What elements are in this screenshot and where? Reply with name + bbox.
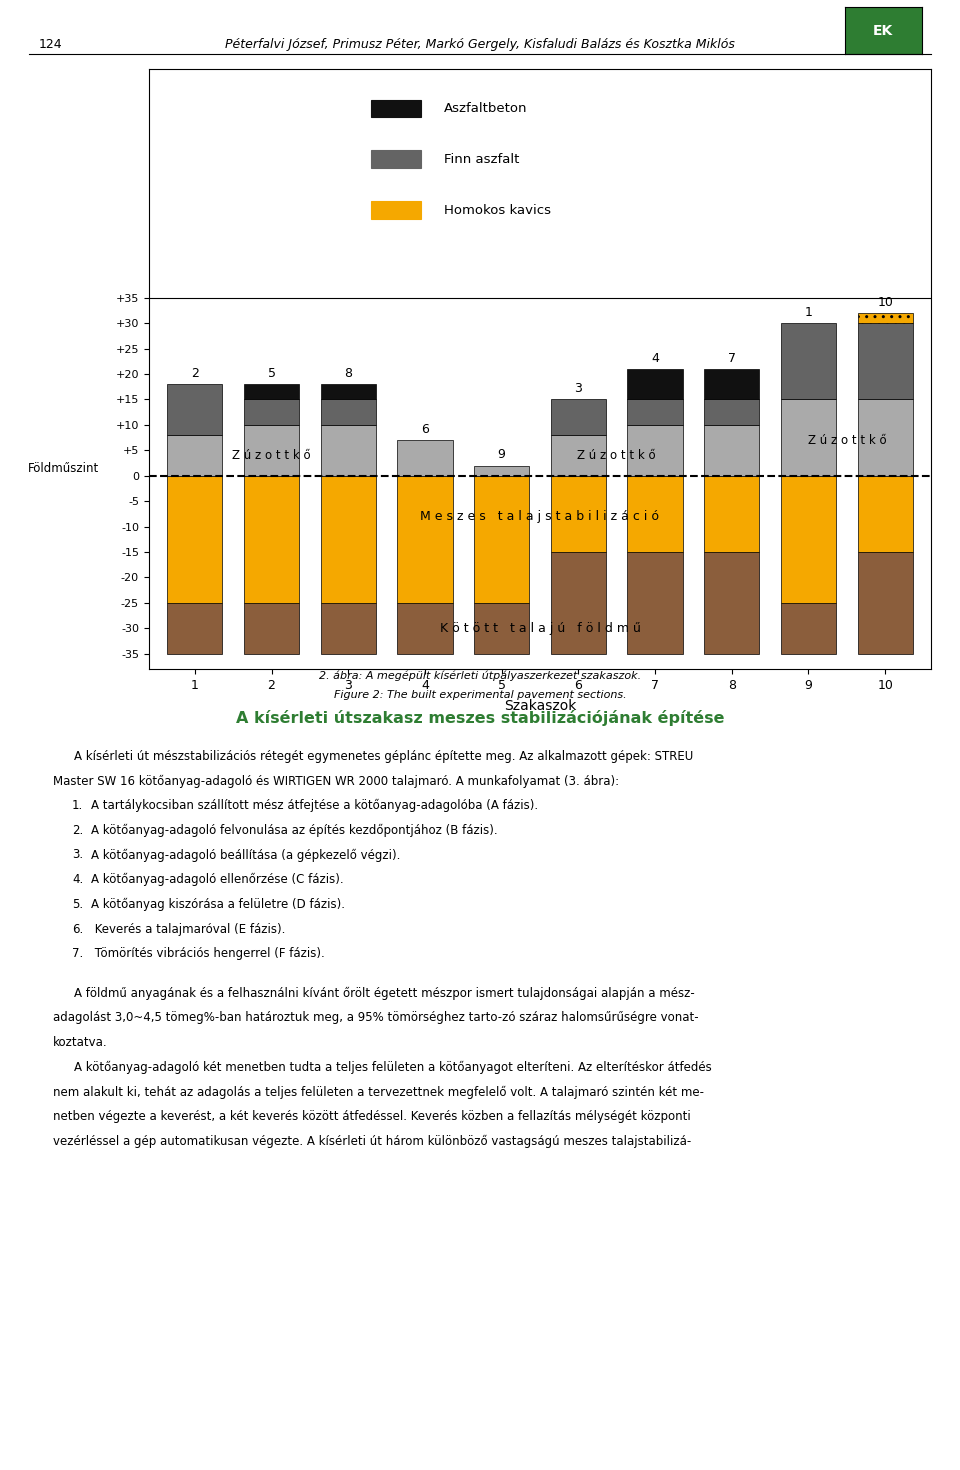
Bar <box>167 435 223 476</box>
Bar <box>628 425 683 476</box>
Text: Z ú z o t t k ő: Z ú z o t t k ő <box>232 448 311 462</box>
Text: M e s z e s   t a l a j s t a b i l i z á c i ó: M e s z e s t a l a j s t a b i l i z á … <box>420 510 660 523</box>
Text: Figure 2: The built experimental pavement sections.: Figure 2: The built experimental pavemen… <box>334 691 626 700</box>
Bar <box>321 384 376 400</box>
Bar <box>551 551 606 654</box>
Bar <box>372 150 421 168</box>
Bar <box>397 440 452 476</box>
Bar <box>397 603 452 654</box>
Text: 6: 6 <box>421 423 429 437</box>
Text: EK: EK <box>873 24 894 38</box>
Text: Master SW 16 kötőanyag-adagoló és WIRTIGEN WR 2000 talajmaró. A munkafolyamat (3: Master SW 16 kötőanyag-adagoló és WIRTIG… <box>53 775 619 788</box>
Text: vezérléssel a gép automatikusan végezte. A kísérleti út három különböző vastagsá: vezérléssel a gép automatikusan végezte.… <box>53 1135 691 1148</box>
Bar <box>167 476 223 603</box>
Bar <box>780 476 836 603</box>
Bar <box>244 476 300 603</box>
Text: A kötőanyag-adagoló ellenőrzése (C fázis).: A kötőanyag-adagoló ellenőrzése (C fázis… <box>91 873 344 886</box>
Bar <box>857 476 913 551</box>
Bar <box>474 466 529 476</box>
Text: 9: 9 <box>497 448 506 462</box>
Text: Z ú z o t t k ő: Z ú z o t t k ő <box>577 448 656 462</box>
Bar <box>857 551 913 654</box>
Bar <box>244 384 300 400</box>
Bar <box>551 400 606 435</box>
Text: nem alakult ki, tehát az adagolás a teljes felületen a tervezettnek megfelelő vo: nem alakult ki, tehát az adagolás a telj… <box>53 1085 704 1098</box>
Text: 8: 8 <box>345 368 352 381</box>
Bar <box>857 313 913 323</box>
Bar <box>321 400 376 425</box>
Text: Z ú z o t t k ő: Z ú z o t t k ő <box>807 434 886 447</box>
Text: A kötőanyag-adagoló felvonulása az építés kezdőpontjához (B fázis).: A kötőanyag-adagoló felvonulása az építé… <box>91 823 498 836</box>
Text: A kísérleti útszakasz meszes stabilizációjának építése: A kísérleti útszakasz meszes stabilizáci… <box>236 710 724 726</box>
Text: 124: 124 <box>38 38 62 51</box>
Bar <box>321 425 376 476</box>
Text: Aszfaltbeton: Aszfaltbeton <box>444 101 528 115</box>
Text: Földműszint: Földműszint <box>28 462 99 475</box>
Text: 7: 7 <box>728 351 735 365</box>
Text: A kötőanyag-adagoló két menetben tudta a teljes felületen a kötőanyagot elteríte: A kötőanyag-adagoló két menetben tudta a… <box>74 1061 711 1075</box>
Bar <box>628 551 683 654</box>
Bar <box>321 603 376 654</box>
Text: adagolást 3,0~4,5 tömeg%-ban határoztuk meg, a 95% tömörséghez tarto-zó száraz h: adagolást 3,0~4,5 tömeg%-ban határoztuk … <box>53 1011 699 1025</box>
Bar <box>628 476 683 551</box>
Bar <box>704 425 759 476</box>
Bar <box>780 603 836 654</box>
Bar <box>397 476 452 603</box>
Text: Homokos kavics: Homokos kavics <box>444 204 551 216</box>
Text: A tartálykocsiban szállított mész átfejtése a kötőanyag-adagolóba (A fázis).: A tartálykocsiban szállított mész átfejt… <box>91 800 539 813</box>
Text: 2. ábra: A megépült kísérleti útpályaszerkezet szakaszok.: 2. ábra: A megépült kísérleti útpályasze… <box>319 670 641 681</box>
Text: 3: 3 <box>574 382 583 395</box>
Text: 3.: 3. <box>72 848 84 861</box>
Bar <box>244 400 300 425</box>
Bar <box>628 369 683 400</box>
Bar <box>372 100 421 118</box>
Text: 6.: 6. <box>72 923 84 935</box>
Text: Finn aszfalt: Finn aszfalt <box>444 153 519 166</box>
Text: A földmű anyagának és a felhasználni kívánt őrölt égetett mészpor ismert tulajdo: A földmű anyagának és a felhasználni kív… <box>74 986 695 1000</box>
Bar <box>474 476 529 603</box>
Bar <box>857 400 913 476</box>
Bar <box>244 425 300 476</box>
Bar <box>167 384 223 435</box>
Text: Keverés a talajmaróval (E fázis).: Keverés a talajmaróval (E fázis). <box>91 923 285 935</box>
Text: 10: 10 <box>877 295 893 309</box>
Bar <box>372 201 421 219</box>
X-axis label: Szakaszok: Szakaszok <box>504 698 576 713</box>
Text: 5: 5 <box>268 368 276 381</box>
Text: A kísérleti út mészstabilizációs rétegét egymenetes géplánc építette meg. Az alk: A kísérleti út mészstabilizációs rétegét… <box>74 750 693 763</box>
Bar <box>321 476 376 603</box>
Bar <box>551 476 606 551</box>
Text: Tömörítés vibrációs hengerrel (F fázis).: Tömörítés vibrációs hengerrel (F fázis). <box>91 947 324 960</box>
Bar <box>780 323 836 400</box>
Bar <box>704 551 759 654</box>
Bar <box>704 400 759 425</box>
Text: 1: 1 <box>804 306 812 319</box>
Text: K ö t ö t t   t a l a j ú   f ö l d m ű: K ö t ö t t t a l a j ú f ö l d m ű <box>440 622 640 635</box>
Text: koztatva.: koztatva. <box>53 1036 108 1050</box>
Bar <box>244 603 300 654</box>
Text: 5.: 5. <box>72 898 84 911</box>
Text: 2.: 2. <box>72 823 84 836</box>
Text: Péterfalvi József, Primusz Péter, Markó Gergely, Kisfaludi Balázs és Kosztka Mik: Péterfalvi József, Primusz Péter, Markó … <box>225 38 735 51</box>
Bar <box>857 323 913 400</box>
Bar <box>551 435 606 476</box>
Text: A kötőanyag-adagoló beállítása (a gépkezelő végzi).: A kötőanyag-adagoló beállítása (a gépkez… <box>91 848 400 861</box>
Text: 2: 2 <box>191 368 199 381</box>
Bar <box>780 400 836 476</box>
Bar <box>474 603 529 654</box>
Bar <box>704 369 759 400</box>
Text: 4: 4 <box>651 351 659 365</box>
Text: netben végezte a keverést, a két keverés között átfedéssel. Keverés közben a fel: netben végezte a keverést, a két keverés… <box>53 1110 690 1123</box>
Text: 4.: 4. <box>72 873 84 886</box>
Bar <box>167 603 223 654</box>
Text: 7.: 7. <box>72 947 84 960</box>
Text: A kötőanyag kiszórása a felületre (D fázis).: A kötőanyag kiszórása a felületre (D fáz… <box>91 898 346 911</box>
Bar <box>704 476 759 551</box>
Bar <box>628 400 683 425</box>
Text: 1.: 1. <box>72 800 84 811</box>
